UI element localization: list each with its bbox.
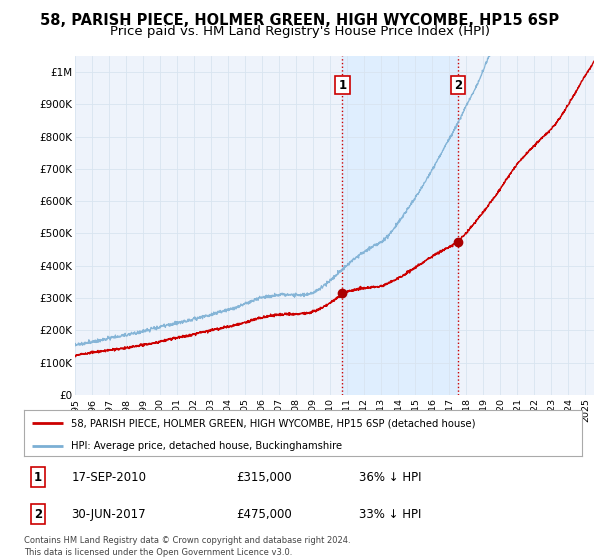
Text: Price paid vs. HM Land Registry's House Price Index (HPI): Price paid vs. HM Land Registry's House … bbox=[110, 25, 490, 38]
Text: 17-SEP-2010: 17-SEP-2010 bbox=[71, 470, 146, 484]
Text: 58, PARISH PIECE, HOLMER GREEN, HIGH WYCOMBE, HP15 6SP: 58, PARISH PIECE, HOLMER GREEN, HIGH WYC… bbox=[40, 13, 560, 29]
Text: 58, PARISH PIECE, HOLMER GREEN, HIGH WYCOMBE, HP15 6SP (detached house): 58, PARISH PIECE, HOLMER GREEN, HIGH WYC… bbox=[71, 418, 476, 428]
Text: HPI: Average price, detached house, Buckinghamshire: HPI: Average price, detached house, Buck… bbox=[71, 441, 343, 451]
Text: 2: 2 bbox=[34, 507, 42, 521]
Text: 1: 1 bbox=[338, 78, 347, 91]
Text: £475,000: £475,000 bbox=[236, 507, 292, 521]
Text: £315,000: £315,000 bbox=[236, 470, 292, 484]
Text: 2: 2 bbox=[454, 78, 462, 91]
Text: 33% ↓ HPI: 33% ↓ HPI bbox=[359, 507, 421, 521]
Text: Contains HM Land Registry data © Crown copyright and database right 2024.
This d: Contains HM Land Registry data © Crown c… bbox=[24, 536, 350, 557]
Text: 1: 1 bbox=[34, 470, 42, 484]
Text: 36% ↓ HPI: 36% ↓ HPI bbox=[359, 470, 421, 484]
Bar bbox=[343, 56, 458, 395]
Text: 30-JUN-2017: 30-JUN-2017 bbox=[71, 507, 146, 521]
